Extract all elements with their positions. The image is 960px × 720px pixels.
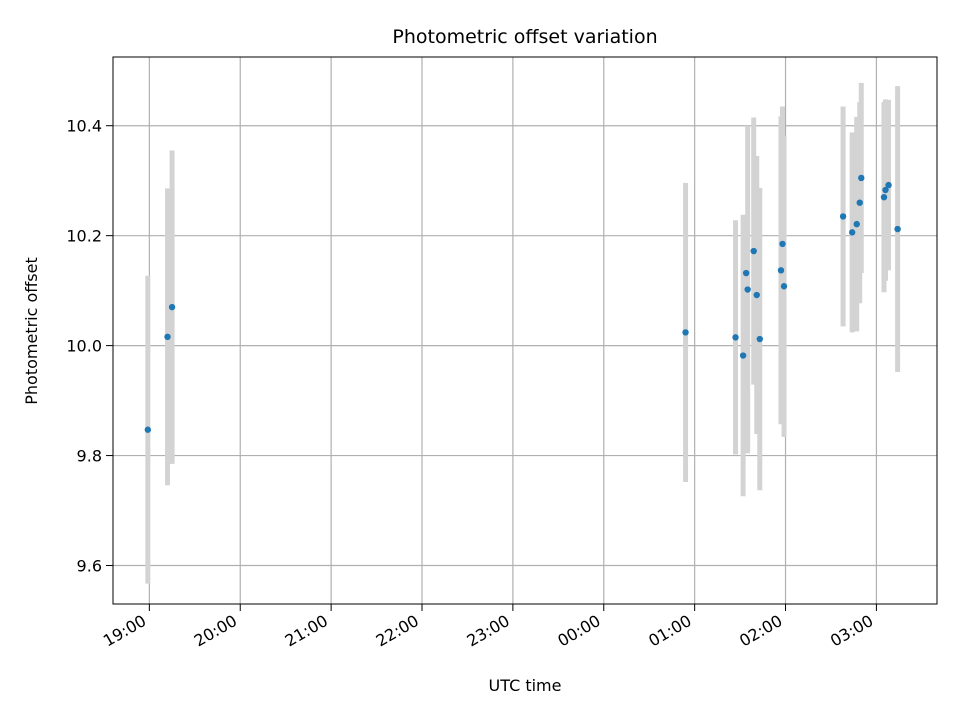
x-tick-label: 03:00: [827, 611, 876, 651]
y-tick-label: 10.4: [66, 117, 102, 136]
data-point: [756, 335, 763, 343]
y-tick-label: 9.6: [77, 557, 102, 576]
chart-title: Photometric offset variation: [392, 26, 657, 48]
data-point: [882, 186, 889, 194]
x-tick-label: 22:00: [373, 611, 422, 651]
data-point: [168, 303, 176, 311]
data-point: [858, 174, 865, 182]
grid: [113, 57, 937, 604]
data-point: [744, 286, 751, 293]
data-point: [144, 426, 152, 433]
data-point: [880, 193, 888, 201]
x-tick-label: 20:00: [191, 611, 240, 651]
data-point: [885, 181, 892, 189]
x-axis-ticks: 19:00 20:00 21:00 22:00 23:00 00:00 01:00 02:00…: [100, 604, 877, 651]
data-point: [742, 269, 750, 277]
data-point: [777, 267, 785, 274]
data-point: [682, 329, 689, 336]
data-point: [839, 213, 847, 220]
data-point: [780, 283, 788, 290]
data-point: [753, 291, 760, 299]
data-point: [732, 334, 739, 341]
x-tick-label: 23:00: [463, 611, 512, 651]
x-tick-label: 01:00: [645, 611, 694, 651]
data-point: [853, 220, 860, 228]
data-point: [739, 352, 747, 359]
data-point: [750, 247, 757, 255]
x-tick-label: 00:00: [554, 611, 603, 651]
data-point: [164, 333, 171, 341]
x-axis-label: UTC time: [489, 676, 562, 695]
data-point: [894, 225, 901, 233]
x-tick-label: 02:00: [736, 611, 785, 651]
x-tick-label: 19:00: [100, 611, 149, 651]
plot-frame: [112, 56, 938, 605]
y-tick-label: 9.8: [77, 447, 102, 466]
data-point: [856, 199, 863, 206]
y-tick-label: 10.0: [66, 337, 102, 356]
data-point: [848, 229, 856, 236]
y-axis-label: Photometric offset: [22, 257, 41, 405]
y-axis-ticks: 9.6 9.8 10.0 10.2 10.4: [66, 117, 113, 576]
data-points: [144, 174, 901, 433]
x-tick-label: 21:00: [282, 611, 331, 651]
data-point: [779, 240, 786, 248]
y-tick-label: 10.2: [66, 227, 102, 246]
